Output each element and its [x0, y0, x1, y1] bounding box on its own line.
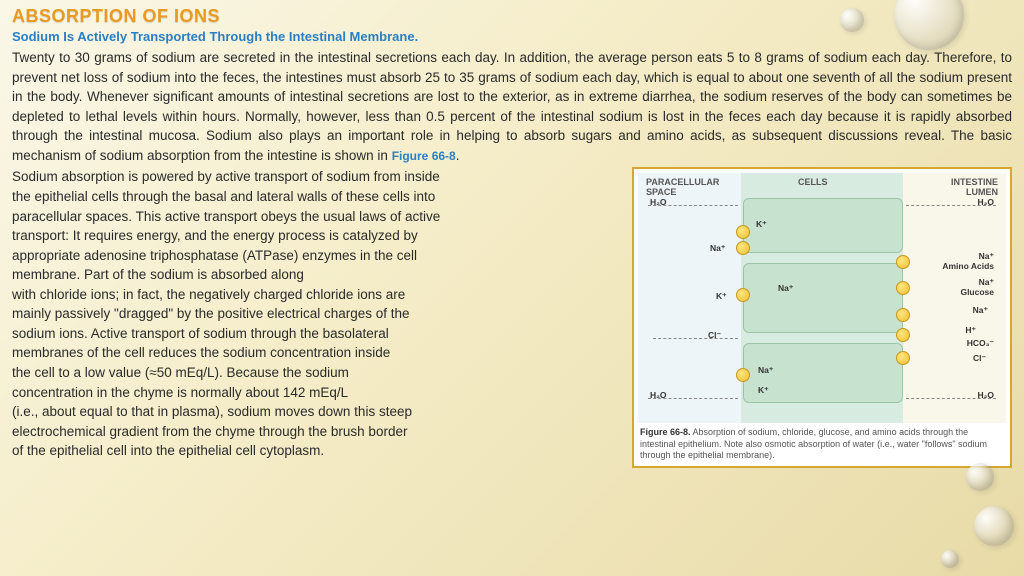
- label-paracellular: PARACELLULAR SPACE: [646, 177, 726, 197]
- caption-bold: Figure 66-8.: [640, 427, 691, 437]
- cl-line: [653, 338, 738, 339]
- ion-circle: [896, 308, 910, 322]
- h2o-label: H₂O: [977, 197, 994, 207]
- figure-caption: Figure 66-8. Absorption of sodium, chlor…: [638, 423, 1006, 462]
- section-subtitle: Sodium Is Actively Transported Through t…: [12, 29, 1012, 44]
- body-column: Sodium absorption is powered by active t…: [12, 167, 618, 468]
- ion-circle: [896, 351, 910, 365]
- content-row: Sodium absorption is powered by active t…: [12, 167, 1012, 468]
- k-label: K⁺: [758, 385, 769, 396]
- h-label: H⁺: [965, 325, 976, 336]
- caption-text: Absorption of sodium, chloride, glucose,…: [640, 427, 987, 460]
- glucose-label: Glucose: [960, 287, 994, 297]
- ion-circle: [896, 281, 910, 295]
- decor-bubble: [941, 550, 959, 568]
- cl-label: Cl⁻: [708, 330, 721, 341]
- decor-bubble: [840, 8, 864, 32]
- na-label: Na⁺: [778, 283, 793, 294]
- h2o-label: H₂O: [650, 197, 667, 207]
- label-cells: CELLS: [798, 177, 828, 187]
- cell-shape: [743, 198, 903, 253]
- cl-label: Cl⁻: [973, 353, 986, 364]
- ion-circle: [736, 241, 750, 255]
- absorption-diagram: PARACELLULAR SPACE CELLS INTESTINE LUMEN…: [638, 173, 1006, 423]
- na-label: Na⁺: [973, 305, 988, 316]
- h2o-label: H₂O: [977, 390, 994, 400]
- period: .: [456, 148, 460, 163]
- hco3-label: HCO₃⁻: [967, 338, 994, 349]
- cell-shape: [743, 263, 903, 333]
- na-label: Na⁺: [758, 365, 773, 376]
- ion-circle: [896, 255, 910, 269]
- figure-box: PARACELLULAR SPACE CELLS INTESTINE LUMEN…: [632, 167, 1012, 468]
- intro-paragraph: Twenty to 30 grams of sodium are secrete…: [12, 48, 1012, 165]
- figure-reference: Figure 66-8: [392, 149, 456, 163]
- k-label: K⁺: [756, 219, 767, 230]
- decor-bubble: [966, 463, 994, 491]
- intro-text: Twenty to 30 grams of sodium are secrete…: [12, 50, 1012, 163]
- h2o-label: H₂O: [650, 390, 667, 400]
- amino-label: Amino Acids: [942, 261, 994, 271]
- k-label: K⁺: [716, 291, 727, 302]
- body-paragraph: Sodium absorption is powered by active t…: [12, 167, 618, 460]
- decor-bubble: [974, 506, 1014, 546]
- ion-circle: [896, 328, 910, 342]
- na-label: Na⁺: [710, 243, 725, 254]
- label-lumen: INTESTINE LUMEN: [938, 177, 998, 197]
